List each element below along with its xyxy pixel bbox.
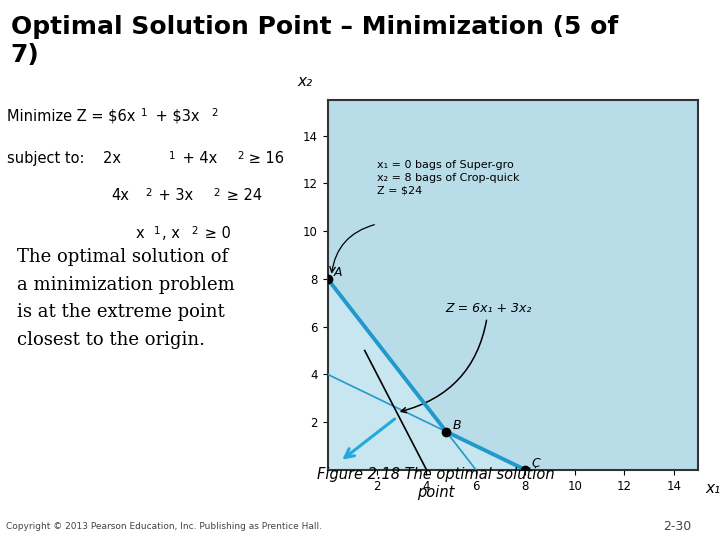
- Text: B: B: [452, 419, 461, 432]
- Text: 2: 2: [192, 226, 197, 237]
- Text: + 4x: + 4x: [178, 151, 217, 166]
- Text: 1: 1: [140, 109, 147, 118]
- Text: + $3x: + $3x: [150, 109, 199, 124]
- Text: , x: , x: [163, 226, 180, 241]
- Text: x: x: [135, 226, 144, 241]
- Y-axis label: x₂: x₂: [298, 74, 313, 89]
- Text: 2: 2: [213, 188, 220, 199]
- Text: 2: 2: [212, 109, 218, 118]
- Text: C: C: [531, 457, 540, 470]
- Text: Minimize Z = $6x: Minimize Z = $6x: [6, 109, 135, 124]
- Text: 2: 2: [237, 151, 243, 160]
- Text: x₁ = 0 bags of Super-gro
x₂ = 8 bags of Crop-quick
Z = $24: x₁ = 0 bags of Super-gro x₂ = 8 bags of …: [377, 159, 520, 196]
- Text: 2-30: 2-30: [662, 520, 691, 533]
- Text: ≥ 24: ≥ 24: [222, 188, 262, 204]
- Text: Optimal Solution Point – Minimization (5 of
7): Optimal Solution Point – Minimization (5…: [11, 16, 618, 67]
- Text: Figure 2.18 The optimal solution
point: Figure 2.18 The optimal solution point: [317, 467, 554, 500]
- Text: 1: 1: [154, 226, 161, 237]
- Text: 1: 1: [169, 151, 176, 160]
- Text: The optimal solution of
a minimization problem
is at the extreme point
closest t: The optimal solution of a minimization p…: [17, 248, 235, 349]
- Text: Z = 6x₁ + 3x₂: Z = 6x₁ + 3x₂: [401, 302, 531, 413]
- Text: + 3x: + 3x: [154, 188, 193, 204]
- Text: 4x: 4x: [112, 188, 130, 204]
- Text: Copyright © 2013 Pearson Education, Inc. Publishing as Prentice Hall.: Copyright © 2013 Pearson Education, Inc.…: [6, 522, 322, 531]
- Text: ≥ 0: ≥ 0: [199, 226, 230, 241]
- Text: subject to:    2x: subject to: 2x: [6, 151, 121, 166]
- Text: ≥ 16: ≥ 16: [243, 151, 284, 166]
- Polygon shape: [328, 100, 698, 470]
- Text: 2: 2: [145, 188, 152, 199]
- Text: A: A: [334, 267, 342, 280]
- X-axis label: x₁: x₁: [706, 481, 720, 496]
